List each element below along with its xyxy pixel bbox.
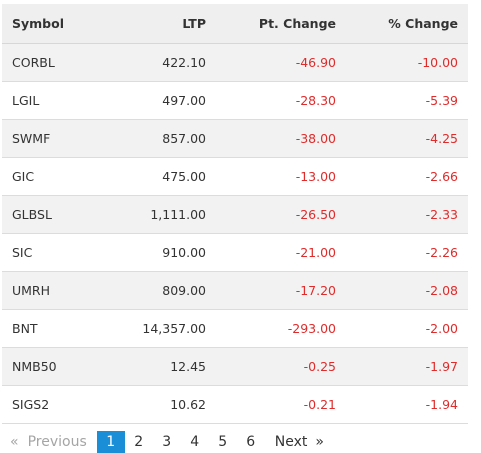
pct-change-cell: -10.00 <box>417 54 458 70</box>
pt-change-cell: -46.90 <box>295 54 336 70</box>
page-button-5[interactable]: 5 <box>218 434 228 450</box>
table-header-row: Symbol LTP Pt. Change % Change <box>2 4 468 44</box>
pt-change-cell: -21.00 <box>295 244 336 260</box>
pct-change-cell: -1.97 <box>425 358 458 374</box>
ltp-cell: 1,111.00 <box>150 206 206 222</box>
next-arrow-icon[interactable]: » <box>315 434 324 450</box>
top-losers-table-container: Symbol LTP Pt. Change % Change CORBL 422.… <box>2 4 468 424</box>
symbol-cell: GLBSL <box>12 206 52 222</box>
symbol-cell: NMB50 <box>12 358 57 374</box>
table-row: UMRH 809.00 -17.20 -2.08 <box>2 271 468 309</box>
table-body: CORBL 422.10 -46.90 -10.00 LGIL 497.00 -28.30 -… <box>2 43 468 423</box>
pct-change-cell: -1.94 <box>425 396 458 412</box>
ltp-cell: 422.10 <box>162 54 206 70</box>
pt-change-cell: -28.30 <box>295 92 336 108</box>
column-header-symbol: Symbol <box>2 4 112 44</box>
symbol-cell: BNT <box>12 320 38 336</box>
pt-change-cell: -26.50 <box>295 206 336 222</box>
page-button-3[interactable]: 3 <box>162 434 172 450</box>
page-button-2[interactable]: 2 <box>134 434 144 450</box>
column-header-pct-change: % Change <box>346 4 468 44</box>
ltp-cell: 12.45 <box>170 358 206 374</box>
table-header: Symbol LTP Pt. Change % Change <box>2 4 468 44</box>
symbol-cell: SIGS2 <box>12 396 50 412</box>
column-header-ltp: LTP <box>112 4 216 44</box>
table-row: SIC 910.00 -21.00 -2.26 <box>2 233 468 271</box>
symbol-cell: GIC <box>12 168 35 184</box>
next-page-button[interactable]: Next <box>274 434 308 450</box>
symbol-cell: SIC <box>12 244 33 260</box>
top-losers-table: Symbol LTP Pt. Change % Change CORBL 422.… <box>2 4 468 424</box>
column-header-pt-change: Pt. Change <box>216 4 346 44</box>
pct-change-cell: -2.08 <box>425 282 458 298</box>
table-row: CORBL 422.10 -46.90 -10.00 <box>2 43 468 81</box>
table-row: BNT 14,357.00 -293.00 -2.00 <box>2 309 468 347</box>
pt-change-cell: -293.00 <box>287 320 336 336</box>
table-row: SWMF 857.00 -38.00 -4.25 <box>2 119 468 157</box>
pt-change-cell: -13.00 <box>295 168 336 184</box>
ltp-cell: 857.00 <box>162 130 206 146</box>
symbol-cell: UMRH <box>12 282 51 298</box>
pct-change-cell: -4.25 <box>425 130 458 146</box>
symbol-cell: SWMF <box>12 130 51 146</box>
pct-change-cell: -2.26 <box>425 244 458 260</box>
pct-change-cell: -2.33 <box>425 206 458 222</box>
previous-page-button: Previous <box>27 434 87 450</box>
table-row: LGIL 497.00 -28.30 -5.39 <box>2 81 468 119</box>
pt-change-cell: -0.21 <box>303 396 336 412</box>
pct-change-cell: -5.39 <box>425 92 458 108</box>
page-button-6[interactable]: 6 <box>246 434 256 450</box>
page-button-1[interactable]: 1 <box>96 431 125 453</box>
pct-change-cell: -2.66 <box>425 168 458 184</box>
page-button-4[interactable]: 4 <box>190 434 200 450</box>
ltp-cell: 475.00 <box>162 168 206 184</box>
ltp-cell: 497.00 <box>162 92 206 108</box>
pt-change-cell: -17.20 <box>295 282 336 298</box>
ltp-cell: 10.62 <box>170 396 206 412</box>
symbol-cell: LGIL <box>12 92 40 108</box>
pct-change-cell: -2.00 <box>425 320 458 336</box>
table-row: SIGS2 10.62 -0.21 -1.94 <box>2 385 468 423</box>
ltp-cell: 910.00 <box>162 244 206 260</box>
table-row: NMB50 12.45 -0.25 -1.97 <box>2 347 468 385</box>
previous-arrow-icon: « <box>10 434 19 450</box>
ltp-cell: 14,357.00 <box>142 320 206 336</box>
table-row: GLBSL 1,111.00 -26.50 -2.33 <box>2 195 468 233</box>
table-row: GIC 475.00 -13.00 -2.66 <box>2 157 468 195</box>
pt-change-cell: -38.00 <box>295 130 336 146</box>
ltp-cell: 809.00 <box>162 282 206 298</box>
symbol-cell: CORBL <box>12 54 55 70</box>
pagination: « Previous 1 2 3 4 5 6 Next » <box>10 431 324 453</box>
pt-change-cell: -0.25 <box>303 358 336 374</box>
